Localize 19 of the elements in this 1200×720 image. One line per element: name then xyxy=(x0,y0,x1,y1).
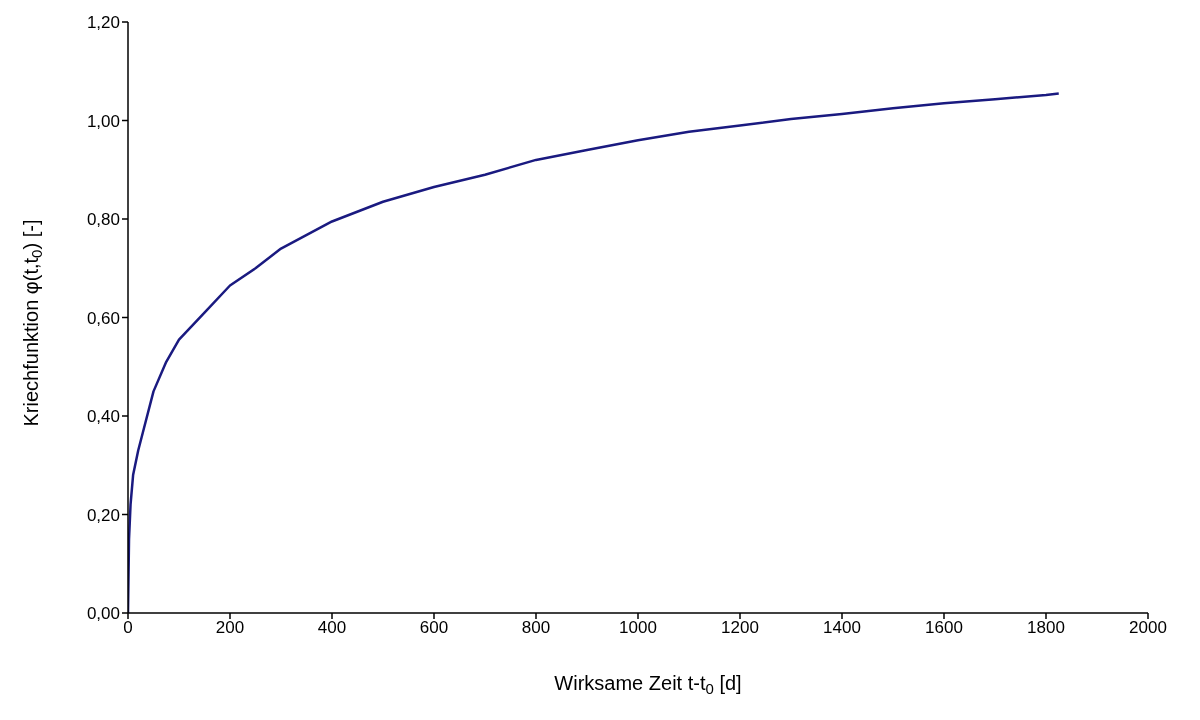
y-tick-label: 0,80 xyxy=(86,210,120,230)
y-tick-label: 0,20 xyxy=(86,505,120,525)
y-tick-label: 0,40 xyxy=(86,407,120,427)
y-tick-label: 1,20 xyxy=(86,13,120,33)
y-tick-label: 0,60 xyxy=(86,308,120,328)
y-tick-label: 1,00 xyxy=(86,111,120,131)
x-tick-label: 800 xyxy=(521,618,551,638)
x-tick-label: 1000 xyxy=(619,618,657,638)
x-axis-title: Wirksame Zeit t-t$_{0}$ [d] xyxy=(554,672,742,697)
y-tick-label: 0,00 xyxy=(86,604,120,624)
x-tick-label: 400 xyxy=(317,618,347,638)
x-tick-label: 1400 xyxy=(823,618,861,638)
x-tick-label: 2000 xyxy=(1129,618,1167,638)
x-tick-label: 0 xyxy=(123,618,133,638)
x-tick-label: 200 xyxy=(215,618,245,638)
x-tick-label: 1600 xyxy=(925,618,963,638)
x-tick-label: 1200 xyxy=(721,618,759,638)
x-tick-label: 1800 xyxy=(1027,618,1065,638)
x-tick-label: 600 xyxy=(419,618,449,638)
